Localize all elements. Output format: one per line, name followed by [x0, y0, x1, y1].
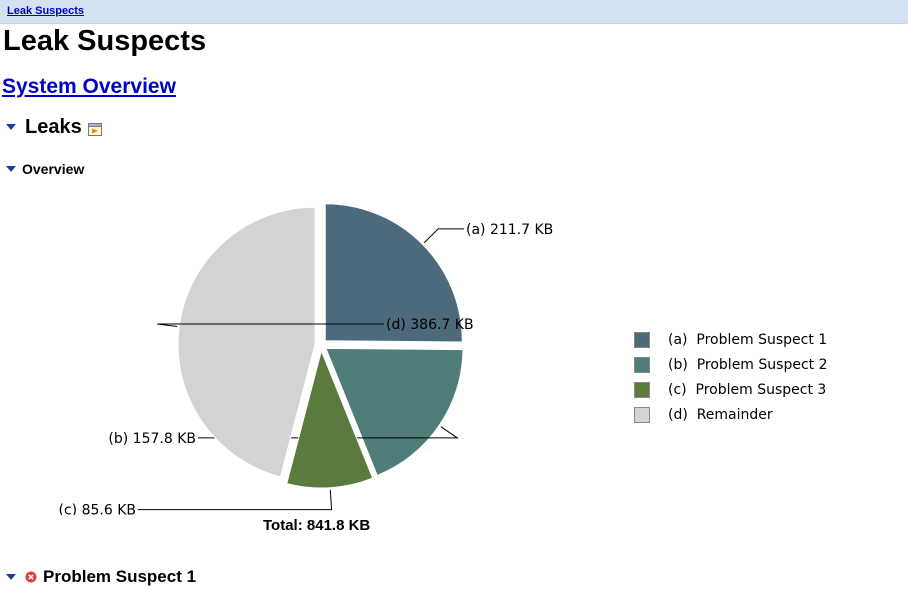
details-icon[interactable]: [87, 122, 102, 136]
legend-label: (a) Problem Suspect 1: [668, 331, 828, 348]
pie-slice-c: [286, 349, 374, 489]
chart-legend: (a) Problem Suspect 1 (b) Problem Suspec…: [634, 327, 828, 427]
page-title: Leak Suspects: [3, 25, 207, 57]
legend-swatch: [634, 406, 650, 423]
pie-leader-line-c: [138, 489, 333, 511]
collapse-triangle-icon[interactable]: [5, 121, 17, 133]
legend-swatch: [634, 381, 650, 398]
problem-suspect-heading: Problem Suspect 1: [43, 567, 197, 586]
legend-label: (d) Remainder: [668, 406, 773, 423]
pie-label-a: (a) 211.7 KB: [466, 222, 553, 238]
legend-label: (b) Problem Suspect 2: [668, 356, 828, 373]
pie-slice-a: [324, 203, 463, 343]
error-icon: [25, 571, 37, 583]
leak-suspects-pie-chart: (a) 211.7 KB (b) 157.8 KB (c) 85.6 KB (d) 3…: [59, 203, 553, 515]
overview-heading: Overview: [22, 161, 85, 177]
pie-label-c: (c) 85.6 KB: [59, 503, 136, 515]
leaks-section-header: Leaks: [5, 114, 102, 140]
legend-swatch: [634, 356, 650, 373]
legend-item: (c) Problem Suspect 3: [634, 377, 828, 402]
breadcrumb: Leak Suspects: [0, 0, 908, 24]
legend-label: (c) Problem Suspect 3: [668, 381, 827, 398]
pie-leader-line-a: [423, 228, 464, 244]
leaks-heading: Leaks: [25, 116, 82, 138]
breadcrumb-link-leak-suspects[interactable]: Leak Suspects: [7, 5, 85, 17]
chart-total-label: Total: 841.8 KB: [263, 517, 371, 534]
legend-item: (a) Problem Suspect 1: [634, 327, 828, 352]
problem-suspect-section-header: Problem Suspect 1: [5, 566, 196, 588]
pie-slice-d: [177, 206, 316, 478]
collapse-triangle-icon[interactable]: [5, 163, 17, 175]
overview-section-header: Overview: [5, 160, 84, 178]
pie-label-d: (d) 386.7 KB: [386, 317, 474, 333]
legend-item: (d) Remainder: [634, 402, 828, 427]
legend-item: (b) Problem Suspect 2: [634, 352, 828, 377]
pie-label-b: (b) 157.8 KB: [108, 431, 196, 447]
system-overview-link[interactable]: System Overview: [2, 75, 176, 98]
legend-swatch: [634, 331, 650, 348]
collapse-triangle-icon[interactable]: [5, 571, 17, 583]
pie-leader-line-d: [157, 323, 384, 328]
pie-slice-b: [325, 347, 464, 477]
